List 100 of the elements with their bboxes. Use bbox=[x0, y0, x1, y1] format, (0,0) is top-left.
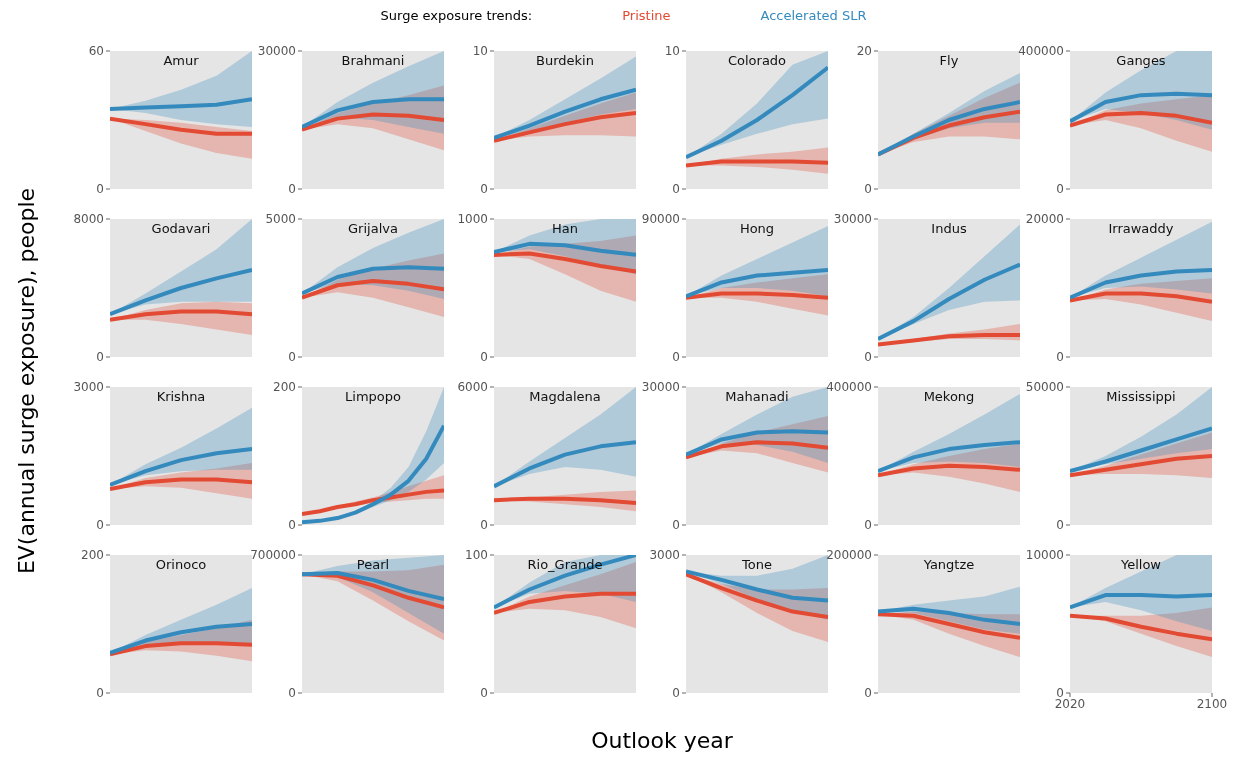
y-tick-label: 0 bbox=[96, 518, 104, 533]
y-tick-label: 20000 bbox=[1025, 212, 1064, 227]
y-tick-label: 0 bbox=[480, 518, 488, 533]
line-series bbox=[110, 622, 252, 655]
legend-label: Accelerated SLR bbox=[760, 8, 867, 23]
line-series bbox=[110, 641, 252, 657]
line-series bbox=[302, 279, 444, 300]
line-series bbox=[302, 488, 444, 516]
x-tick-label: 2100 bbox=[1196, 696, 1228, 711]
line-series bbox=[878, 100, 1020, 157]
y-tick-label: 0 bbox=[96, 686, 104, 701]
y-tick-label: 30000 bbox=[257, 44, 296, 59]
y-tick-label: 200 bbox=[273, 380, 296, 395]
line-series bbox=[1070, 426, 1212, 474]
line-series bbox=[686, 572, 828, 620]
y-tick-label: 0 bbox=[864, 686, 872, 701]
y-tick-label: 8000 bbox=[73, 212, 104, 227]
chart-title: Godavari bbox=[150, 221, 212, 236]
line-series bbox=[302, 97, 444, 129]
line-series bbox=[110, 447, 252, 487]
text: EV(annual surge exposure), people bbox=[13, 187, 39, 575]
line-series bbox=[494, 241, 636, 257]
line-series bbox=[878, 463, 1020, 478]
line-series bbox=[1070, 454, 1212, 478]
chart-title: Amur bbox=[162, 53, 200, 68]
line-series bbox=[686, 268, 828, 299]
y-tick-label: 0 bbox=[288, 686, 296, 701]
y-tick-label: 0 bbox=[96, 182, 104, 197]
chart-title: Orinoco bbox=[154, 557, 208, 572]
y-tick-label: 0 bbox=[288, 518, 296, 533]
y-tick-label: 0 bbox=[288, 350, 296, 365]
chart-title: Limpopo bbox=[344, 389, 402, 404]
y-tick-label: 60 bbox=[88, 44, 104, 59]
y-tick-label: 6000 bbox=[457, 380, 488, 395]
y-tick-label: 10000 bbox=[1025, 548, 1064, 563]
line-series bbox=[686, 569, 828, 603]
legend-label: Pristine bbox=[622, 8, 671, 23]
text: Outlook year bbox=[590, 728, 734, 753]
chart-title: Irrawaddy bbox=[1107, 221, 1175, 236]
chart-title: Pearl bbox=[355, 557, 391, 572]
y-tick-label: 20 bbox=[856, 44, 872, 59]
y-tick-label: 400000 bbox=[826, 380, 872, 395]
line-series bbox=[494, 251, 636, 274]
y-tick-label: 5000 bbox=[265, 212, 296, 227]
chart-title: Grijalva bbox=[347, 221, 399, 236]
line-series bbox=[878, 332, 1020, 347]
line-series bbox=[1070, 111, 1212, 128]
line-series bbox=[110, 116, 252, 136]
chart-title: Yangtze bbox=[922, 557, 976, 572]
y-tick-label: 30000 bbox=[833, 212, 872, 227]
y-tick-label: 100 bbox=[465, 548, 488, 563]
chart-title: Rio_Grande bbox=[526, 557, 604, 572]
line-series bbox=[494, 111, 636, 143]
chart-title: Burdekin bbox=[535, 53, 595, 68]
chart-title: Krishna bbox=[155, 389, 207, 404]
line-series bbox=[302, 112, 444, 132]
y-tick-label: 0 bbox=[864, 350, 872, 365]
line-series bbox=[1070, 268, 1212, 300]
chart-title: Magdalena bbox=[528, 389, 602, 404]
line-series bbox=[878, 606, 1020, 626]
line-series bbox=[878, 440, 1020, 474]
y-tick-label: 0 bbox=[672, 518, 680, 533]
chart-title: Mahanadi bbox=[724, 389, 790, 404]
line-series bbox=[1070, 291, 1212, 304]
line-series bbox=[302, 265, 444, 296]
y-tick-label: 0 bbox=[288, 182, 296, 197]
y-tick-label: 3000 bbox=[649, 548, 680, 563]
line-series bbox=[1070, 613, 1212, 642]
line-series bbox=[494, 440, 636, 489]
y-tick-label: 0 bbox=[864, 182, 872, 197]
legend-title: Surge exposure trends: bbox=[380, 8, 533, 23]
chart-title: Indus bbox=[930, 221, 968, 236]
chart-title: Hong bbox=[738, 221, 776, 236]
chart-title: Han bbox=[551, 221, 579, 236]
y-tick-label: 1000 bbox=[457, 212, 488, 227]
y-tick-label: 50000 bbox=[1025, 380, 1064, 395]
y-tick-label: 3000 bbox=[73, 380, 104, 395]
y-tick-label: 0 bbox=[480, 686, 488, 701]
y-tick-label: 0 bbox=[672, 182, 680, 197]
line-series bbox=[302, 570, 444, 602]
y-tick-label: 90000 bbox=[641, 212, 680, 227]
y-tick-label: 0 bbox=[672, 686, 680, 701]
line-series bbox=[110, 97, 252, 111]
line-series bbox=[494, 591, 636, 615]
line-series bbox=[878, 612, 1020, 640]
y-tick-label: 10 bbox=[664, 44, 680, 59]
line-series bbox=[686, 440, 828, 460]
y-tick-label: 400000 bbox=[1018, 44, 1064, 59]
line-series bbox=[686, 429, 828, 457]
y-tick-label: 0 bbox=[1056, 182, 1064, 197]
x-tick-label: 2020 bbox=[1054, 696, 1086, 711]
y-tick-label: 200 bbox=[81, 548, 104, 563]
y-tick-label: 10 bbox=[472, 44, 488, 59]
y-tick-label: 0 bbox=[864, 518, 872, 533]
chart-title: Fly bbox=[938, 53, 960, 68]
chart-title: Colorado bbox=[726, 53, 788, 68]
y-tick-label: 0 bbox=[96, 350, 104, 365]
y-tick-label: 0 bbox=[1056, 518, 1064, 533]
chart-title: Mississippi bbox=[1105, 389, 1177, 404]
line-series bbox=[110, 268, 252, 317]
